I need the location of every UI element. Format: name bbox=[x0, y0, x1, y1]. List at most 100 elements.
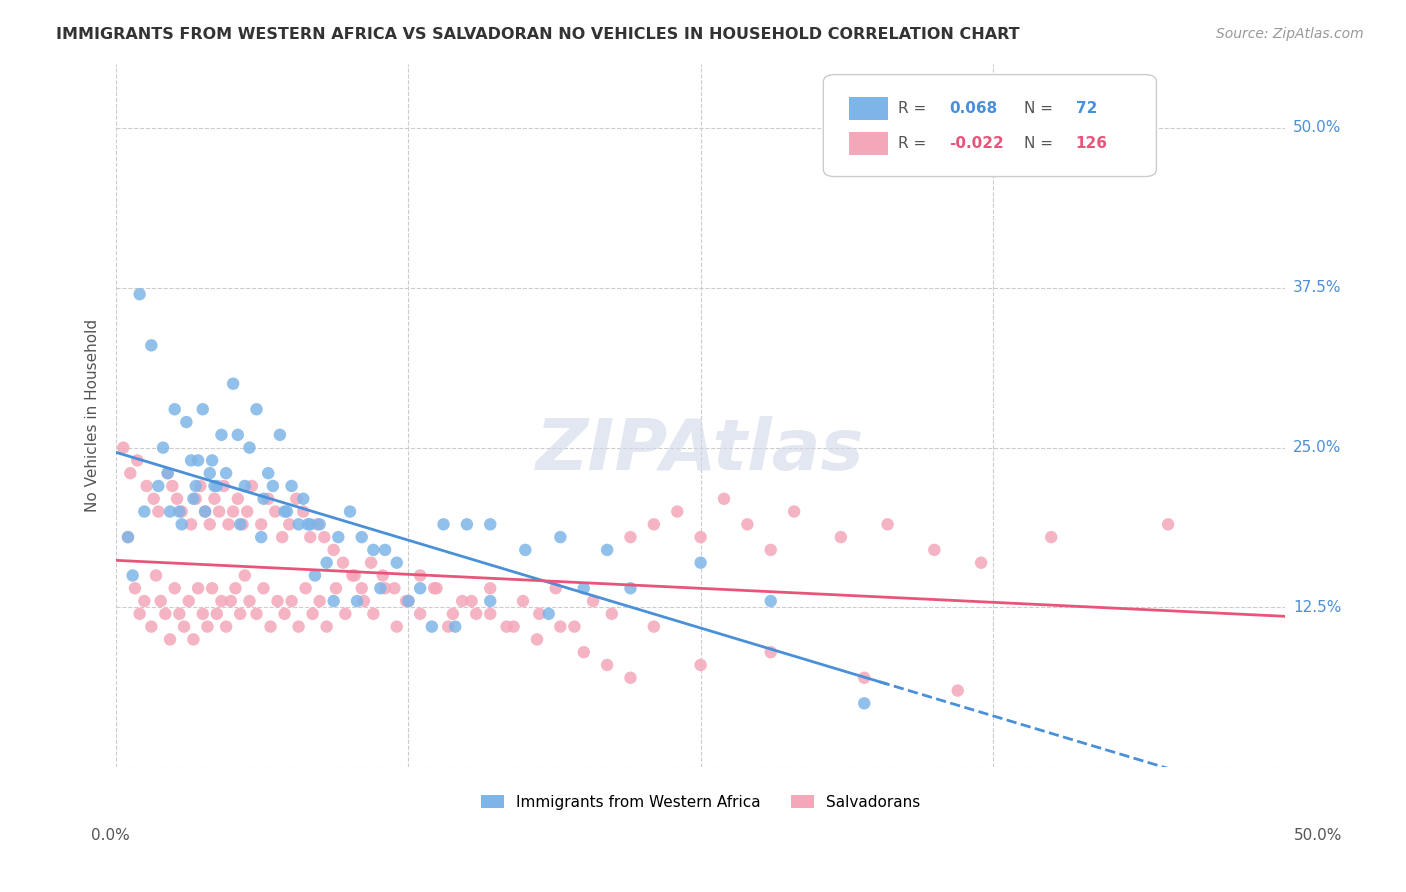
Point bbox=[363, 542, 385, 557]
Point bbox=[1040, 530, 1063, 544]
Point bbox=[159, 632, 181, 647]
Point bbox=[162, 479, 184, 493]
Point bbox=[689, 556, 711, 570]
Point bbox=[201, 453, 224, 467]
Point bbox=[280, 594, 302, 608]
Point bbox=[215, 466, 238, 480]
Point bbox=[215, 619, 238, 633]
Point bbox=[198, 466, 221, 480]
Point bbox=[596, 542, 619, 557]
Point bbox=[287, 517, 309, 532]
Point bbox=[853, 671, 876, 685]
Point bbox=[124, 581, 146, 595]
Point bbox=[307, 517, 329, 532]
Point bbox=[737, 517, 759, 532]
Point bbox=[689, 657, 711, 672]
Point bbox=[876, 517, 898, 532]
Point bbox=[409, 581, 432, 595]
Point bbox=[502, 619, 524, 633]
Point bbox=[224, 581, 246, 595]
Point bbox=[970, 556, 993, 570]
Point bbox=[238, 441, 260, 455]
Text: 50.0%: 50.0% bbox=[1295, 828, 1343, 843]
Point bbox=[371, 568, 394, 582]
Point bbox=[198, 517, 221, 532]
FancyBboxPatch shape bbox=[849, 132, 887, 155]
Point bbox=[149, 594, 172, 608]
Point bbox=[425, 581, 447, 595]
Point bbox=[120, 466, 142, 480]
Point bbox=[783, 504, 806, 518]
Point bbox=[465, 607, 488, 621]
Point bbox=[141, 619, 163, 633]
Point bbox=[264, 504, 287, 518]
Text: 0.068: 0.068 bbox=[949, 101, 998, 116]
Point bbox=[292, 504, 315, 518]
Point bbox=[273, 504, 295, 518]
Point bbox=[226, 491, 249, 506]
Point bbox=[830, 530, 852, 544]
Point bbox=[148, 504, 170, 518]
Point bbox=[529, 607, 551, 621]
Point bbox=[600, 607, 623, 621]
Point bbox=[240, 479, 263, 493]
Text: 72: 72 bbox=[1076, 101, 1097, 116]
Point bbox=[187, 581, 209, 595]
Point bbox=[184, 479, 207, 493]
Text: R =: R = bbox=[898, 136, 931, 151]
Point bbox=[170, 504, 193, 518]
Point bbox=[117, 530, 139, 544]
Point bbox=[315, 619, 337, 633]
Point bbox=[342, 568, 364, 582]
Point bbox=[301, 607, 323, 621]
Point bbox=[343, 568, 366, 582]
Point bbox=[550, 619, 572, 633]
Point bbox=[322, 594, 344, 608]
Point bbox=[159, 504, 181, 518]
Point bbox=[619, 671, 641, 685]
Point bbox=[257, 491, 280, 506]
Point bbox=[444, 619, 467, 633]
Point bbox=[619, 581, 641, 595]
Point bbox=[328, 530, 350, 544]
Point bbox=[211, 427, 233, 442]
Point bbox=[155, 607, 177, 621]
Point bbox=[194, 504, 217, 518]
Point bbox=[385, 556, 408, 570]
Legend: Immigrants from Western Africa, Salvadorans: Immigrants from Western Africa, Salvador… bbox=[475, 789, 927, 816]
Point bbox=[285, 491, 308, 506]
Point bbox=[252, 581, 274, 595]
Point bbox=[398, 594, 420, 608]
Point bbox=[187, 453, 209, 467]
Point bbox=[169, 607, 191, 621]
Point bbox=[170, 517, 193, 532]
Point bbox=[208, 504, 231, 518]
Point bbox=[204, 479, 226, 493]
Text: 126: 126 bbox=[1076, 136, 1108, 151]
Point bbox=[231, 517, 253, 532]
Point bbox=[271, 530, 294, 544]
Point bbox=[173, 619, 195, 633]
Point bbox=[145, 568, 167, 582]
Point bbox=[180, 517, 202, 532]
Point bbox=[134, 504, 156, 518]
Point bbox=[163, 402, 186, 417]
Point bbox=[194, 504, 217, 518]
Text: ZIPAtlas: ZIPAtlas bbox=[536, 417, 865, 485]
Point bbox=[117, 530, 139, 544]
Point bbox=[262, 479, 284, 493]
Point bbox=[360, 556, 382, 570]
Point bbox=[456, 517, 478, 532]
Point bbox=[287, 619, 309, 633]
Point bbox=[544, 581, 567, 595]
Point bbox=[252, 491, 274, 506]
Point bbox=[250, 530, 273, 544]
Point bbox=[643, 517, 665, 532]
Point bbox=[269, 427, 291, 442]
Point bbox=[1157, 517, 1180, 532]
Point bbox=[121, 568, 143, 582]
Point bbox=[297, 517, 319, 532]
Point bbox=[141, 338, 163, 352]
Point bbox=[308, 594, 330, 608]
Point bbox=[370, 581, 392, 595]
